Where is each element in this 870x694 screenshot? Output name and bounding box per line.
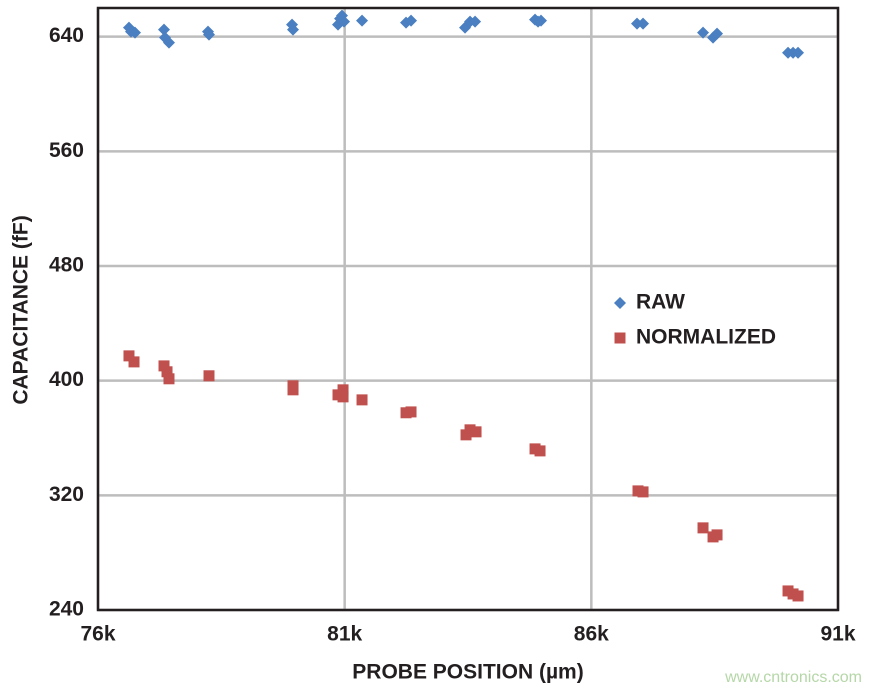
point (163, 373, 175, 385)
point (405, 14, 418, 27)
y-tick-label: 240 (49, 598, 84, 621)
point (631, 17, 644, 30)
point (711, 27, 724, 40)
point (162, 36, 175, 49)
legend-label: RAW (636, 291, 685, 314)
point (697, 26, 710, 39)
x-axis-title: PROBE POSITION (µm) (352, 661, 583, 684)
point (534, 445, 546, 457)
y-tick-label: 480 (49, 254, 84, 277)
point (356, 14, 369, 27)
point (464, 424, 476, 436)
legend-marker (614, 332, 626, 344)
legend-label: NORMALIZED (636, 326, 776, 349)
point (337, 384, 349, 396)
point (123, 350, 135, 362)
y-axis-title: CAPACITANCE (fF) (10, 215, 33, 404)
point (535, 14, 548, 27)
point (697, 522, 709, 534)
y-tick-label: 640 (49, 24, 84, 47)
point (469, 15, 482, 28)
plot-frame (96, 6, 840, 612)
point (161, 366, 173, 378)
point (356, 394, 368, 406)
watermark: www.cntronics.com (724, 669, 862, 686)
x-tick-label: 76k (80, 623, 115, 646)
point (637, 486, 649, 498)
point (128, 356, 140, 368)
point (287, 23, 300, 36)
point (707, 31, 720, 44)
point (338, 15, 351, 28)
point (337, 391, 349, 403)
point (470, 426, 482, 438)
point (792, 46, 805, 59)
point (287, 384, 299, 396)
x-tick-label: 81k (327, 623, 362, 646)
x-tick-label: 91k (820, 623, 855, 646)
legend-marker (614, 297, 626, 309)
point (637, 17, 650, 30)
y-tick-label: 560 (49, 139, 84, 162)
point (158, 23, 171, 36)
point (405, 406, 417, 418)
y-tick-label: 400 (49, 368, 84, 391)
point (129, 26, 141, 39)
point (711, 529, 723, 541)
point (792, 590, 804, 602)
point (203, 28, 215, 41)
point (203, 370, 215, 382)
point (158, 360, 170, 372)
y-tick-label: 320 (49, 483, 84, 506)
x-tick-label: 86k (574, 623, 609, 646)
